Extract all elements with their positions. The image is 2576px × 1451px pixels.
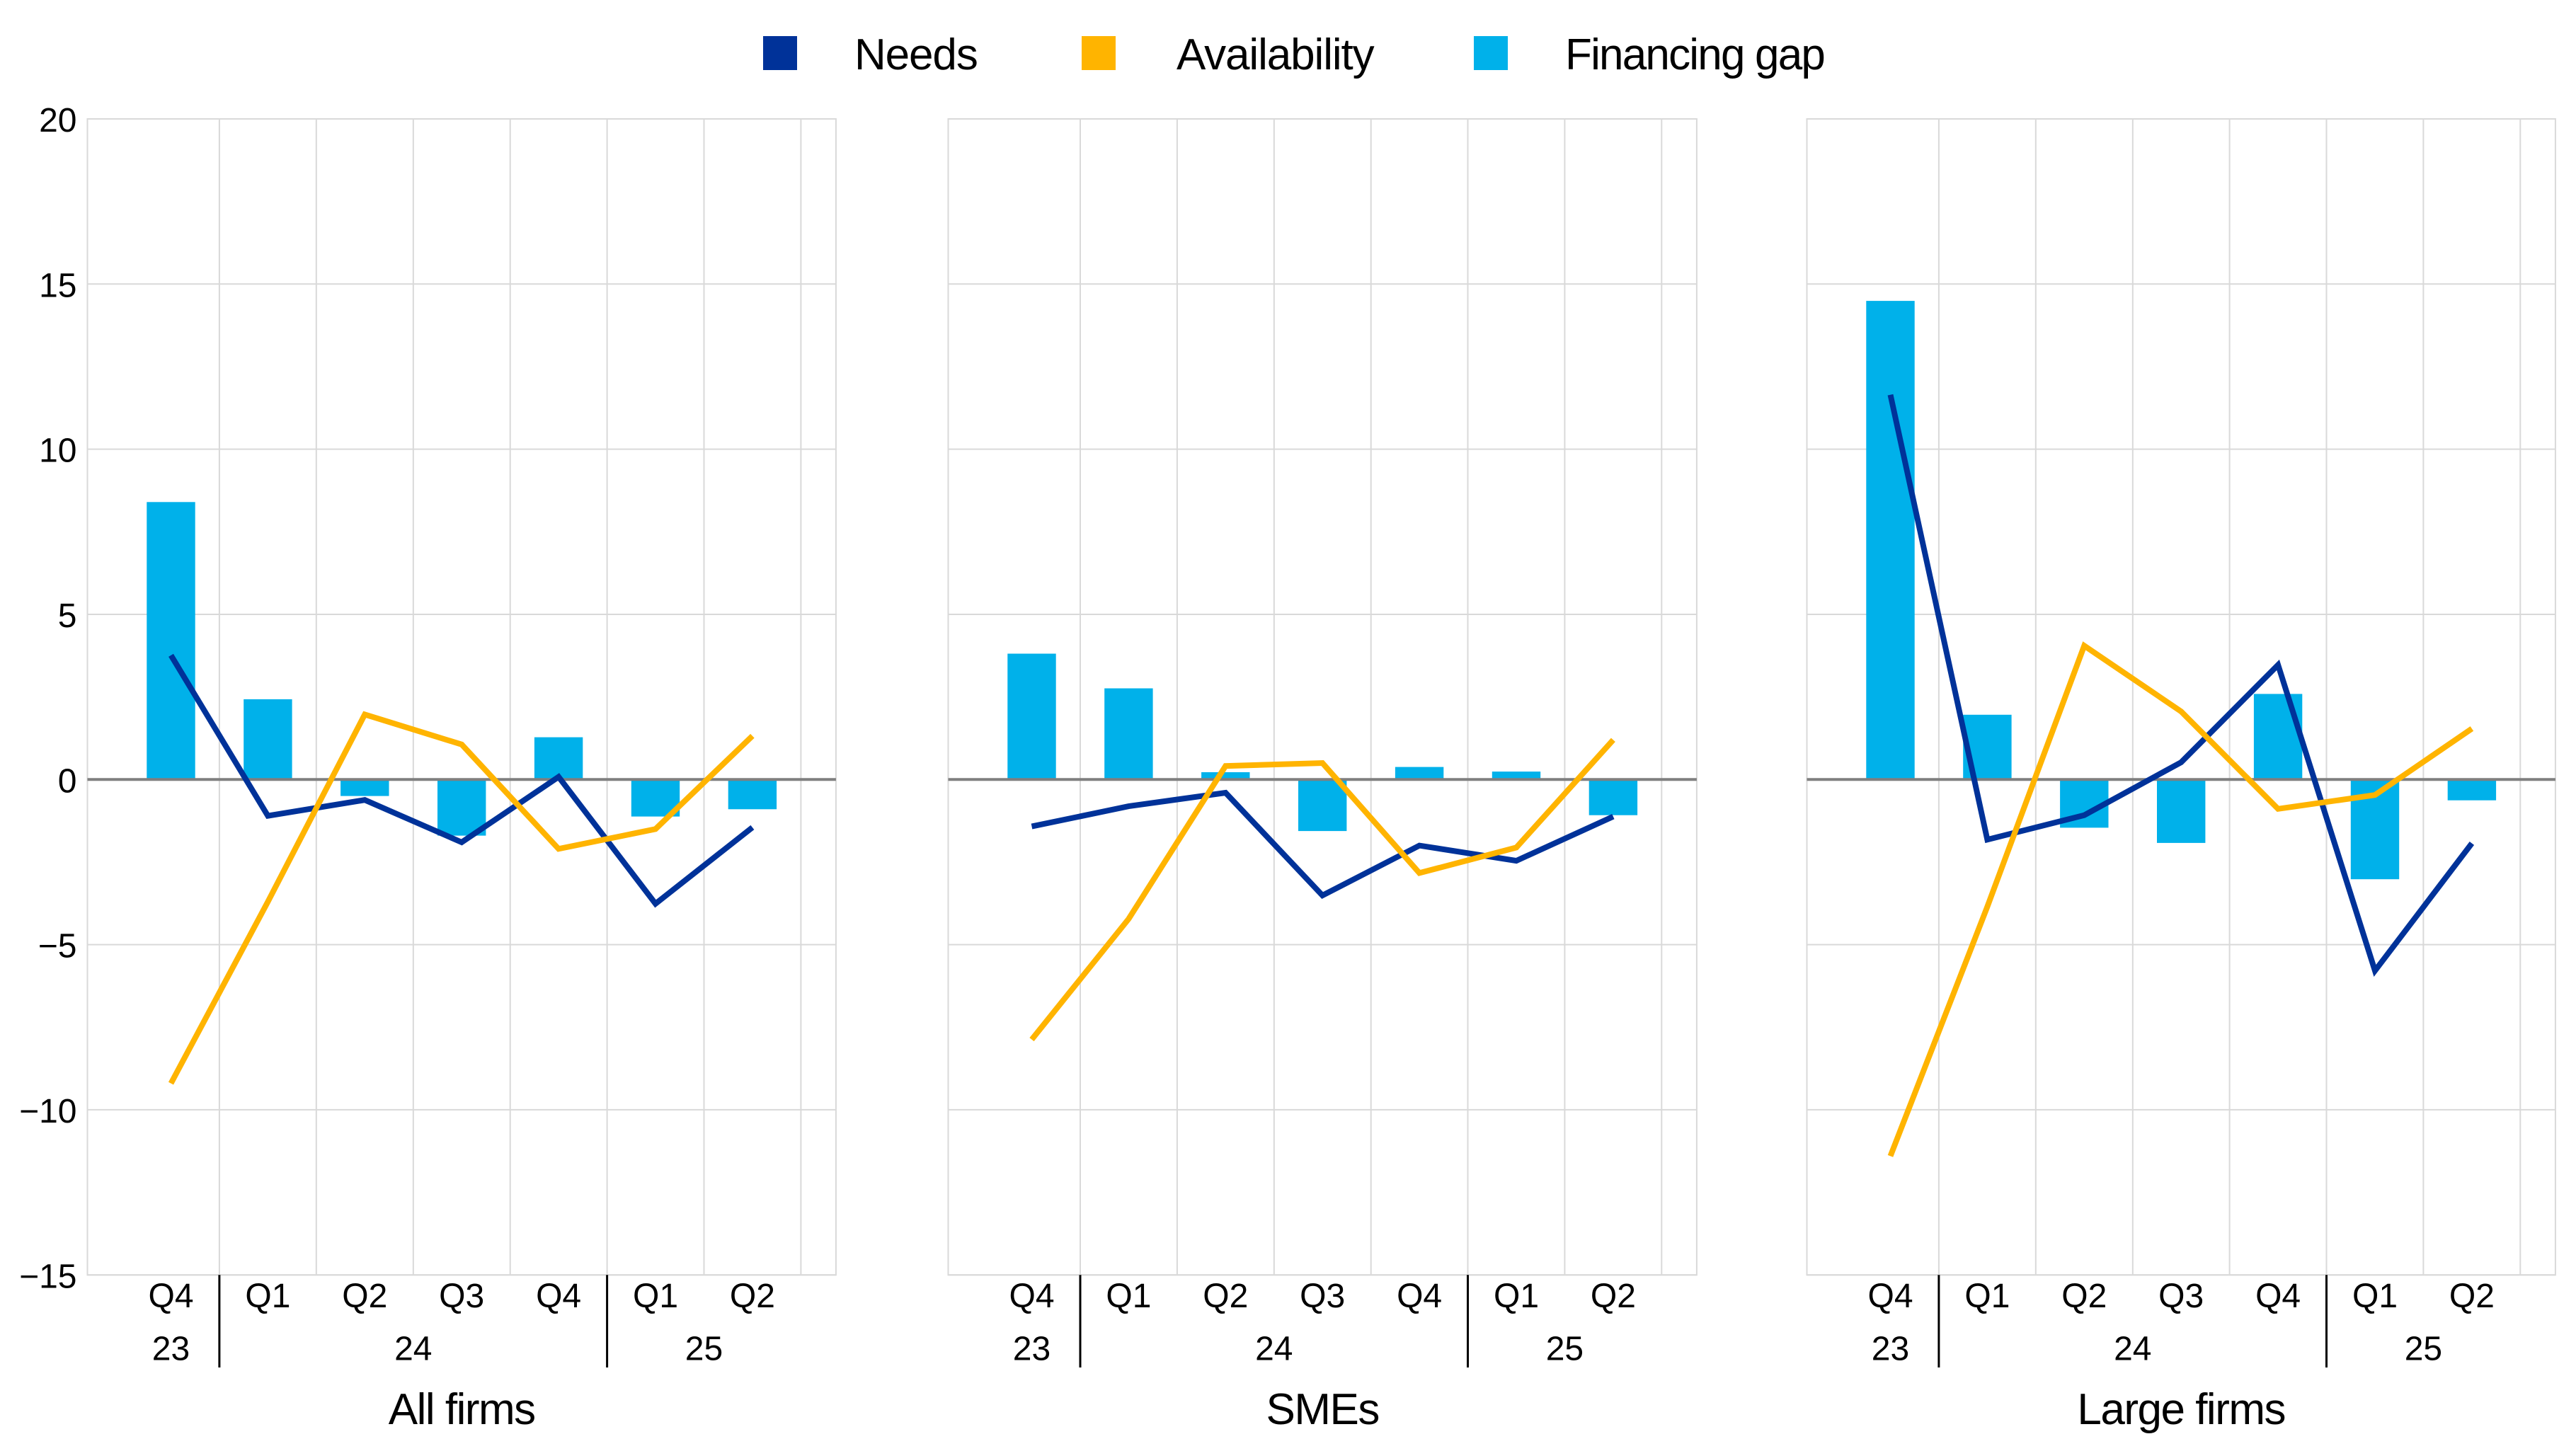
svg-text:15: 15 (39, 267, 76, 304)
svg-text:23: 23 (1872, 1331, 1909, 1368)
svg-text:All firms: All firms (389, 1385, 535, 1434)
svg-text:25: 25 (685, 1331, 723, 1368)
svg-text:23: 23 (1013, 1331, 1051, 1368)
svg-text:Q3: Q3 (1300, 1278, 1345, 1315)
svg-text:Q1: Q1 (1106, 1278, 1151, 1315)
svg-text:Q4: Q4 (1009, 1278, 1054, 1315)
svg-text:Availability: Availability (1177, 30, 1375, 79)
svg-text:24: 24 (394, 1331, 432, 1368)
svg-text:Q2: Q2 (342, 1278, 387, 1315)
svg-text:24: 24 (2114, 1331, 2151, 1368)
svg-text:Large firms: Large firms (2077, 1385, 2285, 1434)
svg-text:Q1: Q1 (1964, 1278, 2010, 1315)
svg-text:Q4: Q4 (536, 1278, 581, 1315)
svg-text:Q2: Q2 (1591, 1278, 1636, 1315)
svg-text:10: 10 (39, 432, 76, 470)
svg-text:SMEs: SMEs (1266, 1385, 1379, 1434)
svg-text:Q4: Q4 (148, 1278, 193, 1315)
svg-text:Q4: Q4 (1397, 1278, 1442, 1315)
svg-text:Q1: Q1 (245, 1278, 290, 1315)
svg-text:20: 20 (39, 102, 76, 139)
svg-text:Q4: Q4 (2255, 1278, 2301, 1315)
svg-text:25: 25 (2405, 1331, 2442, 1368)
svg-text:Q2: Q2 (1203, 1278, 1248, 1315)
svg-text:Q2: Q2 (2449, 1278, 2495, 1315)
svg-text:Q2: Q2 (730, 1278, 775, 1315)
svg-text:Q3: Q3 (439, 1278, 484, 1315)
svg-text:Q4: Q4 (1867, 1278, 1913, 1315)
svg-text:Q1: Q1 (633, 1278, 678, 1315)
svg-text:25: 25 (1546, 1331, 1584, 1368)
svg-text:Financing gap: Financing gap (1565, 30, 1824, 79)
svg-text:Q2: Q2 (2061, 1278, 2107, 1315)
svg-text:−10: −10 (19, 1093, 76, 1130)
svg-text:Q1: Q1 (2352, 1278, 2398, 1315)
svg-text:23: 23 (152, 1331, 190, 1368)
svg-text:−15: −15 (19, 1258, 76, 1295)
svg-text:24: 24 (1255, 1331, 1293, 1368)
svg-text:Q3: Q3 (2158, 1278, 2204, 1315)
svg-text:Needs: Needs (854, 30, 978, 79)
svg-text:0: 0 (58, 762, 77, 800)
svg-text:Q1: Q1 (1494, 1278, 1539, 1315)
svg-text:5: 5 (58, 597, 77, 635)
svg-text:−5: −5 (38, 928, 77, 965)
